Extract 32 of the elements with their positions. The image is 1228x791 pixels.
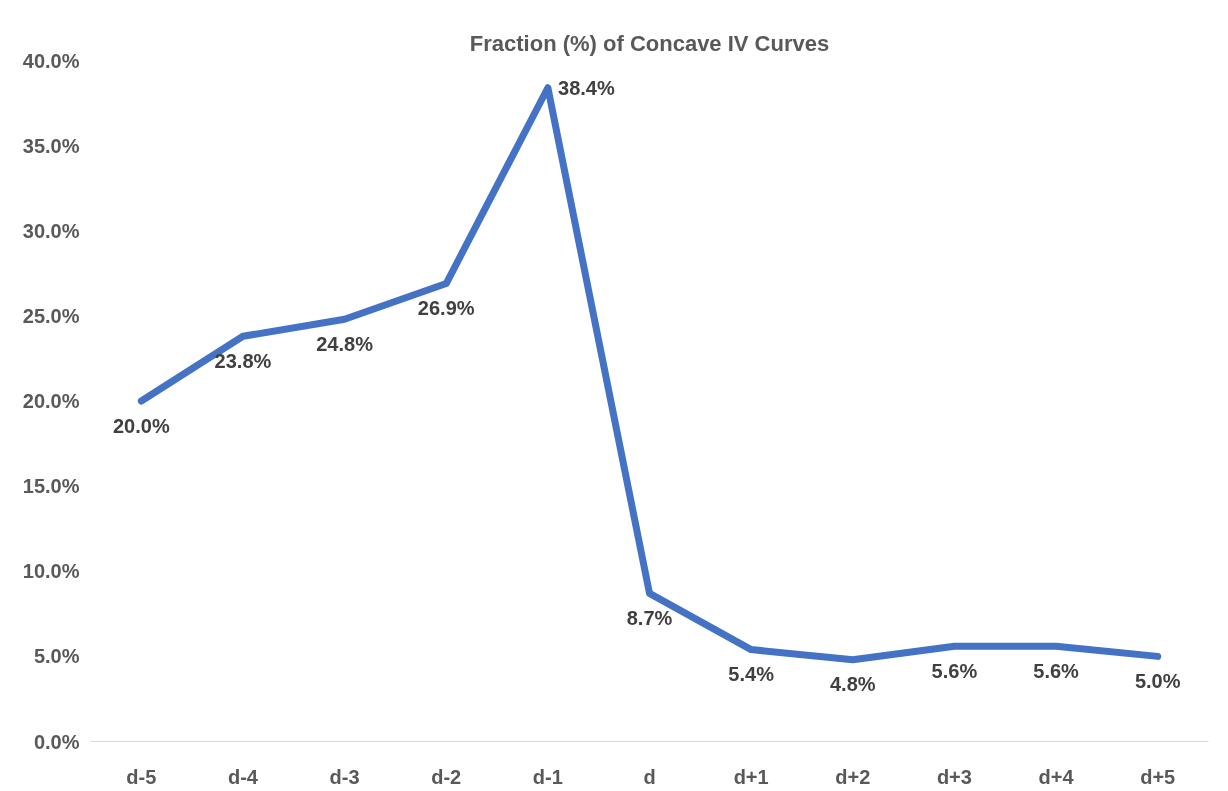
chart-title: Fraction (%) of Concave IV Curves xyxy=(469,30,830,56)
data-label: 4.8% xyxy=(829,673,876,696)
data-label: 26.9% xyxy=(417,297,475,320)
data-label: 24.8% xyxy=(316,332,374,355)
data-label: 38.4% xyxy=(558,76,615,99)
x-tick-label: d xyxy=(643,765,656,788)
y-tick-label: 0.0% xyxy=(33,730,80,753)
y-tick-label: 40.0% xyxy=(22,49,80,72)
x-tick-label: d-3 xyxy=(329,765,360,788)
x-tick-label: d+3 xyxy=(936,765,972,788)
data-label: 23.8% xyxy=(214,349,272,372)
x-tick-label: d+5 xyxy=(1140,765,1176,788)
y-tick-label: 25.0% xyxy=(22,304,80,327)
x-tick-label: d-2 xyxy=(431,765,462,788)
y-tick-label: 30.0% xyxy=(22,219,80,242)
data-label: 5.4% xyxy=(728,663,775,686)
x-tick-label: d-5 xyxy=(126,765,157,788)
x-tick-label: d+4 xyxy=(1038,765,1075,788)
data-label: 5.6% xyxy=(1033,659,1080,682)
x-tick-label: d-1 xyxy=(532,765,563,788)
y-tick-label: 10.0% xyxy=(22,560,80,583)
data-label: 20.0% xyxy=(112,414,170,437)
x-tick-label: d-4 xyxy=(227,765,259,788)
y-tick-label: 15.0% xyxy=(22,475,80,498)
y-tick-label: 35.0% xyxy=(22,134,80,157)
x-tick-label: d+2 xyxy=(835,765,871,788)
y-tick-label: 20.0% xyxy=(22,390,80,412)
data-label: 8.7% xyxy=(626,607,673,629)
data-label: 5.0% xyxy=(1134,669,1181,692)
y-tick-label: 5.0% xyxy=(33,645,80,668)
x-tick-label: d+1 xyxy=(733,765,769,788)
data-label: 5.6% xyxy=(931,659,978,682)
